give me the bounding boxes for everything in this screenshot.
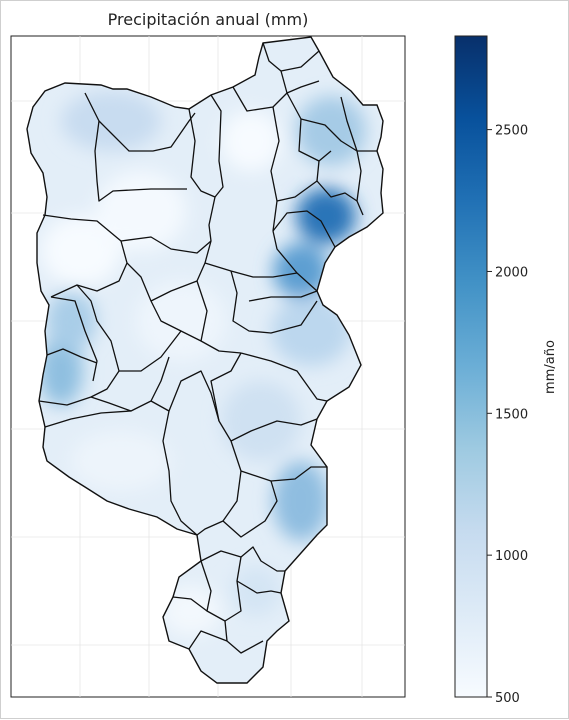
boundary-14: [276, 180, 318, 202]
colorbar: [454, 35, 488, 698]
boundary-13: [316, 160, 358, 202]
boundary-37: [222, 480, 278, 538]
colorbar-tick-label: 1500: [495, 407, 528, 422]
dry-zone-center: [96, 171, 186, 251]
boundary-22: [230, 270, 318, 334]
boundary-1: [84, 92, 196, 152]
boundary-44: [236, 580, 282, 594]
boundary-17: [120, 236, 212, 254]
dry-zone-west: [41, 216, 121, 286]
boundary-35: [196, 440, 242, 536]
basin-boundaries: [38, 42, 377, 654]
boundary-28: [90, 356, 170, 412]
boundary-41: [224, 620, 264, 654]
boundary-2: [94, 120, 187, 202]
wet-zone-east: [273, 243, 329, 299]
moist-zone-south: [221, 381, 301, 461]
wet-zone-east-2: [271, 296, 351, 366]
boundary-24: [76, 284, 120, 398]
boundary-33: [240, 352, 328, 402]
boundary-26: [46, 348, 98, 364]
boundary-15: [272, 210, 336, 248]
boundary-4: [188, 108, 216, 264]
colorbar-tick-label: 1000: [495, 549, 528, 564]
boundary-6: [232, 80, 320, 112]
boundary-27: [119, 330, 182, 372]
boundary-29: [38, 396, 92, 406]
boundary-9: [298, 118, 332, 162]
dry-zone-middle: [136, 281, 226, 361]
boundary-7: [270, 106, 280, 232]
dry-zone-south: [161, 586, 221, 636]
moist-zone-far-south: [231, 566, 281, 616]
chart-title: Precipitación anual (mm): [108, 10, 309, 29]
dry-zone-southwest: [71, 431, 171, 491]
boundary-20: [150, 262, 206, 302]
boundary-25: [50, 296, 98, 382]
boundary-8: [286, 92, 377, 152]
wet-zone-west-2: [46, 291, 96, 351]
boundary-32: [210, 352, 242, 422]
boundary-43: [188, 630, 228, 650]
boundary-21: [196, 280, 242, 354]
boundary-16: [272, 230, 318, 292]
boundary-19: [126, 262, 202, 342]
boundary-18: [204, 262, 298, 278]
boundary-39: [200, 546, 285, 572]
boundary-23: [248, 290, 318, 302]
field-blobs: [39, 91, 366, 636]
boundary-12: [340, 96, 364, 216]
colorbar-label: mm/año: [543, 340, 558, 394]
wettest-zone-east: [296, 188, 356, 244]
boundary-30: [44, 410, 132, 428]
boundary-38: [230, 418, 318, 442]
boundary-5: [210, 94, 224, 198]
colorbar-ticks: 500 1000 1500 2000 2500: [487, 124, 528, 706]
boundary-36: [240, 466, 327, 482]
colorbar-tick-label: 2000: [495, 265, 528, 280]
dry-zone-north: [221, 111, 281, 171]
wet-zone-northwest: [61, 91, 161, 151]
boundary-11: [280, 70, 288, 94]
colorbar-tick-label: 500: [495, 691, 520, 706]
boundary-34: [162, 410, 198, 536]
wet-zone-southeast: [273, 461, 329, 541]
colorbar-tick-label: 2500: [495, 124, 528, 139]
boundary-42: [172, 596, 208, 612]
